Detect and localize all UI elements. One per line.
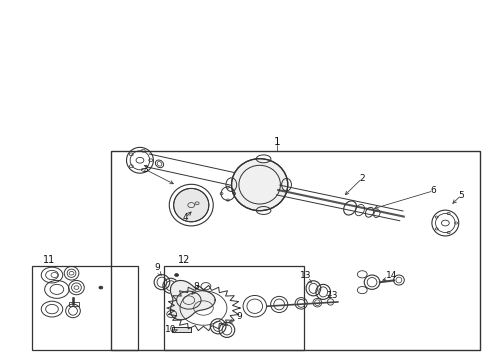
Text: 2: 2 — [360, 174, 365, 183]
Text: 11: 11 — [44, 255, 56, 265]
Ellipse shape — [173, 188, 209, 222]
Text: 1: 1 — [273, 138, 280, 147]
Circle shape — [99, 286, 103, 289]
Text: 13: 13 — [300, 271, 312, 280]
Bar — [69, 302, 79, 306]
Text: 9: 9 — [236, 312, 242, 321]
Text: 8: 8 — [193, 282, 199, 291]
Text: 3: 3 — [142, 165, 147, 174]
Text: 5: 5 — [459, 190, 465, 199]
Bar — [111, 151, 480, 350]
Polygon shape — [171, 280, 215, 320]
Bar — [164, 266, 304, 350]
Text: 10: 10 — [165, 325, 176, 334]
Text: 13: 13 — [327, 291, 339, 300]
Text: 6: 6 — [431, 186, 437, 195]
Bar — [172, 327, 191, 332]
Text: 12: 12 — [178, 255, 190, 265]
Text: 4: 4 — [183, 213, 188, 222]
Text: 14: 14 — [386, 271, 397, 280]
Bar — [172, 327, 191, 332]
Bar — [32, 266, 138, 350]
Text: 9: 9 — [154, 264, 160, 273]
Ellipse shape — [232, 159, 288, 211]
Circle shape — [174, 274, 178, 276]
